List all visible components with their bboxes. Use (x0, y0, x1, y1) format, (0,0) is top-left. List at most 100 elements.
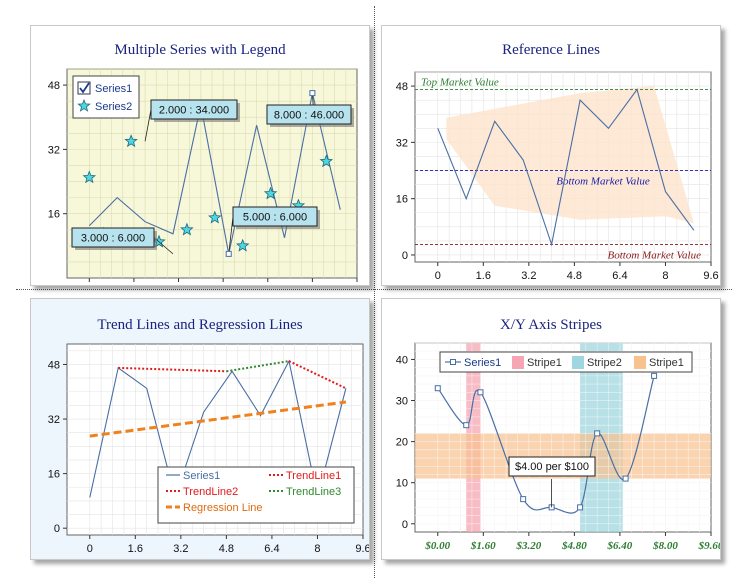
reference-line-label: Bottom Market Value (556, 176, 650, 188)
y-tick-label: 32 (48, 414, 60, 426)
x-tick-label: 6.4 (264, 543, 279, 555)
callout-4-text: 3.000 : 6.000 (81, 233, 145, 245)
x-tick-label: 4.8 (567, 270, 582, 282)
trendline3 (226, 360, 290, 373)
x-tick-label: 0 (435, 270, 441, 282)
callout-1-box (150, 99, 238, 120)
series1-point-marker (651, 372, 658, 379)
x-tick-label: 3.2 (521, 270, 536, 282)
legend-label: TrendLine1 (286, 470, 341, 482)
x-tick-label: $1.60 (470, 540, 496, 552)
legend-label: Series1 (183, 470, 220, 482)
series1-point-marker (520, 496, 527, 503)
reference-line-label: Bottom Market Value (608, 249, 702, 261)
annotation-box (508, 456, 596, 477)
legend-label: TrendLine3 (286, 486, 341, 498)
chart-3-title: Trend Lines and Regression Lines (97, 317, 302, 333)
series1-point-marker (309, 90, 316, 97)
series1-point-marker (463, 422, 470, 429)
x-tick-label: 0 (87, 543, 93, 555)
series2-star-marker (235, 238, 250, 252)
y-tick-label: 48 (48, 80, 60, 92)
series2-star-marker (319, 154, 334, 168)
y-tick-label: 32 (48, 144, 60, 156)
callout-leader (153, 237, 174, 255)
x-tick-label: 1.6 (476, 270, 491, 282)
x-tick-label: 1.6 (128, 543, 143, 555)
callout-4-box (71, 227, 155, 248)
y-tick-label: 48 (48, 359, 60, 371)
legend-label: TrendLine2 (183, 486, 238, 498)
chart-2-title: Reference Lines (502, 42, 600, 58)
y-tick-label: 10 (396, 478, 408, 490)
y-tick-label: 0 (402, 250, 408, 262)
series1-point-marker (622, 475, 629, 482)
series1-point-marker (594, 430, 601, 437)
range-band (446, 86, 694, 224)
chart-panel-3: Trend Lines and Regression Lines 0 1.6 3.2… (30, 298, 370, 560)
x-tick-label: 6.4 (612, 270, 627, 282)
callout-leader (144, 109, 152, 142)
chart-panel-1: Multiple Series with Legend 01.63.24.86.… (30, 25, 370, 286)
y-tick-label: 0 (54, 523, 60, 535)
legend-label: Regression Line (183, 502, 263, 514)
legend-swatch (634, 356, 646, 369)
y-tick-label: 16 (48, 469, 60, 481)
x-tick-label: 8 (662, 270, 668, 282)
y-tick-label: 32 (396, 137, 408, 149)
y-tick-label: 48 (396, 81, 408, 93)
y-tick-label: 16 (48, 209, 60, 221)
callout-leader (228, 216, 234, 254)
callout-2-text: 8.000 : 46.000 (274, 110, 344, 122)
chart-3-svg: Trend Lines and Regression Lines 0 1.6 3.2… (48, 317, 369, 555)
legend-star-icon (77, 98, 91, 112)
x-tick-label: 9.6 (703, 270, 718, 282)
x-tick-label: 9.6 (355, 543, 369, 555)
x-tick-label: $3.20 (515, 540, 541, 552)
legend-swatch (572, 356, 584, 369)
callout-3-text: 5.000 : 6.000 (243, 212, 307, 224)
legend-label: Stripe1 (527, 357, 562, 369)
chart-panel-2: Reference Lines 0 1.6 3.2 4.8 6.4 8 9.6 0 16 32 48… (381, 25, 721, 286)
y-tick-label: 0 (402, 519, 408, 531)
y-tick-label: 20 (396, 437, 408, 449)
x-tick-label: 8 (314, 543, 320, 555)
legend-swatch (512, 356, 524, 369)
series2-star-marker (180, 222, 194, 236)
trendline1 (288, 360, 347, 390)
chart-3-legend (157, 466, 355, 524)
x-tick-label: $4.80 (561, 540, 587, 552)
legend-label: Stripe2 (587, 357, 622, 369)
series1-point-marker (577, 504, 584, 511)
x-tick-label: 4.8 (219, 543, 234, 555)
series2-star-marker (82, 170, 97, 184)
series1-point-marker (434, 385, 441, 392)
series1-line (89, 359, 347, 500)
legend-label-series2: Series2 (95, 101, 132, 113)
chart-1-title: Multiple Series with Legend (114, 42, 286, 58)
check-icon (79, 82, 90, 94)
y-tick-label: 30 (396, 396, 408, 408)
chart-1-svg: Multiple Series with Legend 01.63.24.86.… (48, 42, 358, 282)
series2-star-marker (124, 134, 138, 148)
series1-point-marker (477, 389, 484, 396)
chart-2-svg: Reference Lines 0 1.6 3.2 4.8 6.4 8 9.6 0 16 32 48… (396, 42, 719, 282)
annotation-text: $4.00 per $100 (515, 461, 589, 473)
x-tick-label: $0.00 (424, 540, 450, 552)
regression-line (89, 400, 347, 438)
x-tick-label: $8.00 (652, 540, 678, 552)
series1-line (437, 88, 695, 247)
legend-swatch-marker (450, 359, 456, 365)
series1-point-marker (225, 250, 232, 257)
callout-2-box (266, 104, 352, 125)
callout-1-text: 2.000 : 34.000 (159, 105, 229, 117)
x-tick-label: $6.40 (607, 540, 633, 552)
legend-label-series1: Series1 (95, 83, 132, 95)
chart-4-legend (439, 351, 693, 373)
legend-label: Stripe1 (649, 357, 684, 369)
series1-line (88, 92, 341, 255)
chart-panel-4: X/Y Axis Stripes $0.00 $1.60 $3.20 $4.80 $6.… (381, 298, 721, 560)
legend-label: Series1 (464, 357, 501, 369)
y-tick-label: 16 (396, 194, 408, 206)
x-tick-label: 3.2 (173, 543, 188, 555)
